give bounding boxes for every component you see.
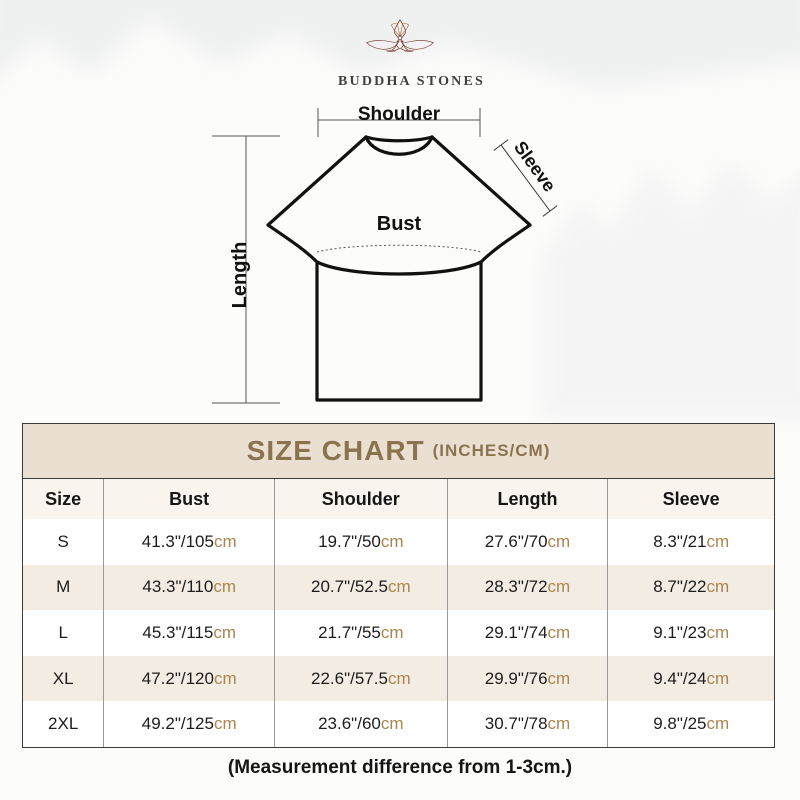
- svg-text:Bust: Bust: [377, 213, 422, 235]
- svg-text:Shoulder: Shoulder: [358, 104, 441, 125]
- svg-text:Length: Length: [229, 242, 251, 309]
